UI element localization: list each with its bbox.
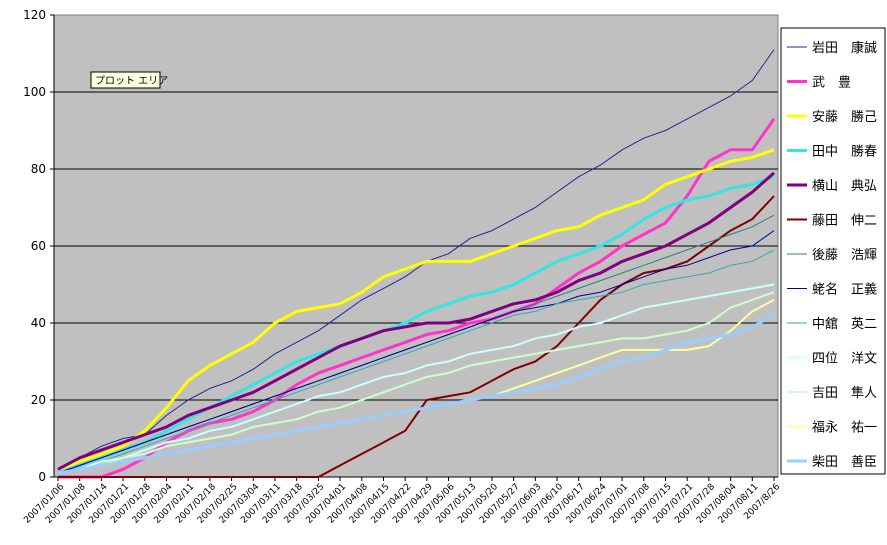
- y-axis: 0 20 40 60 80 100 120: [23, 8, 55, 484]
- series-line-8[interactable]: [57, 230, 775, 474]
- series-line-11[interactable]: [57, 291, 775, 475]
- legend-entry: 柴田 善臣: [812, 454, 877, 470]
- legend-box[interactable]: [780, 27, 886, 475]
- legend-entry: 福永 祐一: [812, 421, 877, 436]
- tooltip-box: [90, 71, 161, 89]
- series-line-6[interactable]: [58, 195, 775, 478]
- y-tick-label: 60: [31, 239, 46, 253]
- legend-entry: 田中 勝春: [812, 145, 877, 160]
- tooltip-text: プロット エリア: [95, 75, 168, 87]
- plot-area-tooltip: プロット エリア: [90, 71, 168, 89]
- legend-entry: 岩田 康誠: [812, 40, 877, 56]
- series-line-3[interactable]: [57, 148, 775, 471]
- series-line-5[interactable]: [57, 171, 775, 471]
- legend-entry: 横山 典弘: [812, 179, 877, 194]
- series-line-13[interactable]: [57, 313, 775, 475]
- series-line-9[interactable]: [57, 249, 775, 474]
- series-line-10[interactable]: [57, 283, 775, 475]
- legend-entry: 中舘 英二: [812, 316, 877, 332]
- series-line-1[interactable]: [57, 49, 775, 470]
- legend-entry: 吉田 隼人: [812, 385, 877, 401]
- y-tick-label: 120: [23, 8, 46, 22]
- legend-entry: 四位 洋文: [812, 352, 877, 367]
- legend-entry: 後藤 浩輝: [812, 248, 877, 263]
- y-tick-label: 40: [31, 316, 46, 330]
- series-lines: [57, 49, 776, 479]
- gridlines: [54, 91, 778, 401]
- y-tick-label: 20: [31, 393, 46, 407]
- legend-entry: 藤田 伸二: [812, 214, 877, 229]
- y-tick-label: 100: [23, 85, 46, 99]
- y-tick-label: 0: [38, 470, 46, 484]
- legend-entry: 安藤 勝己: [812, 110, 877, 125]
- legend-entry: 蛯名 正義: [812, 282, 877, 298]
- series-line-4[interactable]: [57, 175, 775, 475]
- y-tick-label: 80: [31, 162, 46, 176]
- legend-entry: 武 豊: [812, 76, 851, 91]
- series-line-2[interactable]: [58, 118, 776, 479]
